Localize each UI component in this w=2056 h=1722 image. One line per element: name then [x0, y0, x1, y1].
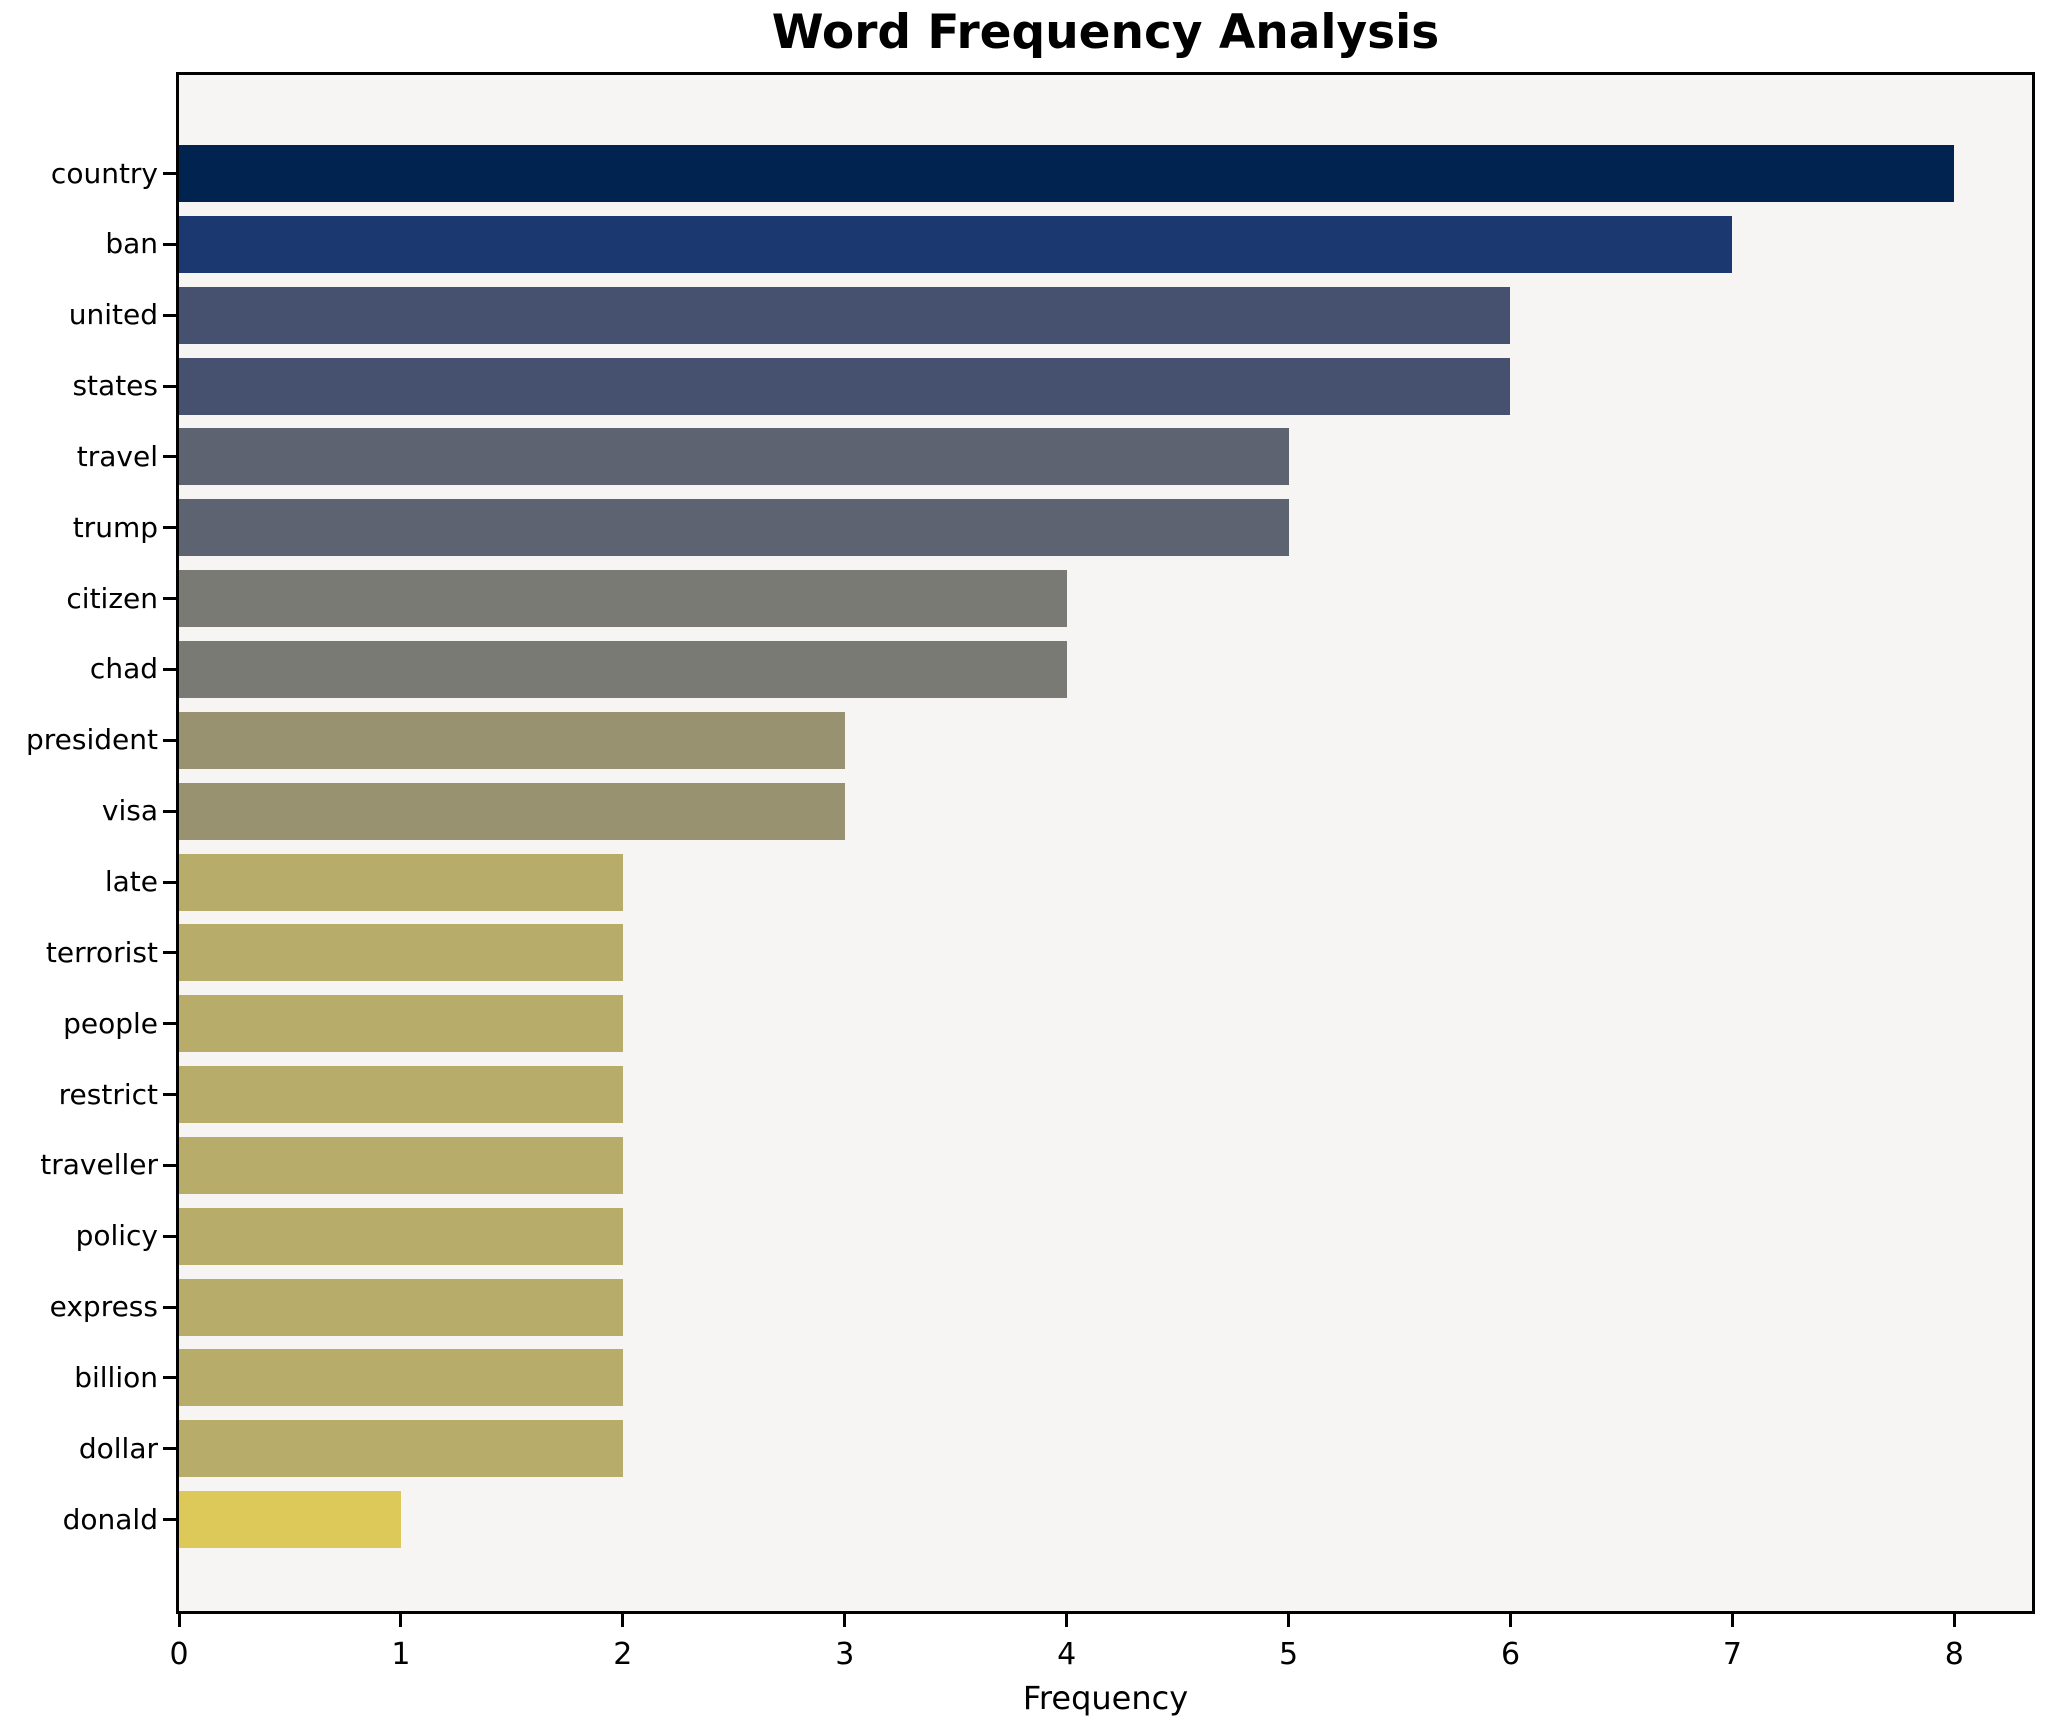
xtick-label-8: 8: [1944, 1637, 1964, 1672]
ytick-label-chad: chad: [89, 652, 158, 686]
bar-people: [179, 995, 623, 1053]
bar-united: [179, 286, 1511, 344]
bar-dollar: [179, 1420, 623, 1478]
ytick-mark-trump: [163, 526, 176, 530]
ytick-mark-citizen: [163, 597, 176, 601]
bar-chad: [179, 640, 1067, 698]
ytick-label-people: people: [63, 1006, 158, 1040]
bar-ban: [179, 215, 1733, 273]
ytick-label-express: express: [49, 1290, 158, 1324]
ytick-mark-billion: [163, 1376, 176, 1380]
xtick-label-6: 6: [1500, 1637, 1521, 1672]
xtick-mark-4: [1065, 1614, 1069, 1627]
ytick-label-country: country: [50, 156, 158, 190]
xtick-mark-0: [177, 1614, 181, 1627]
xtick-label-7: 7: [1722, 1637, 1742, 1672]
ytick-mark-dollar: [163, 1447, 176, 1451]
ytick-label-united: united: [68, 298, 158, 332]
bar-billion: [179, 1349, 623, 1407]
ytick-label-policy: policy: [75, 1219, 158, 1253]
plot-area: [176, 72, 2035, 1614]
ytick-label-visa: visa: [101, 794, 158, 828]
ytick-label-billion: billion: [74, 1360, 158, 1394]
bar-travel: [179, 428, 1289, 486]
chart-title: Word Frequency Analysis: [771, 5, 1440, 60]
ytick-label-citizen: citizen: [66, 581, 158, 615]
ytick-label-travel: travel: [76, 439, 158, 473]
bar-citizen: [179, 570, 1067, 628]
xtick-label-4: 4: [1057, 1637, 1077, 1672]
ytick-mark-late: [163, 880, 176, 884]
ytick-label-traveller: traveller: [40, 1148, 158, 1182]
ytick-label-terrorist: terrorist: [45, 935, 158, 969]
bar-donald: [179, 1491, 401, 1549]
bar-express: [179, 1278, 623, 1336]
xtick-mark-3: [843, 1614, 847, 1627]
xtick-label-5: 5: [1279, 1637, 1299, 1672]
ytick-label-late: late: [104, 865, 158, 898]
bar-traveller: [179, 1136, 623, 1194]
xtick-label-0: 0: [169, 1637, 189, 1672]
ytick-label-ban: ban: [105, 227, 158, 261]
ytick-mark-policy: [163, 1234, 176, 1238]
xtick-mark-1: [399, 1614, 403, 1627]
ytick-label-restrict: restrict: [58, 1077, 158, 1111]
ytick-mark-ban: [163, 242, 176, 246]
bar-policy: [179, 1207, 623, 1265]
bar-terrorist: [179, 924, 623, 982]
ytick-mark-restrict: [163, 1093, 176, 1097]
bar-country: [179, 145, 1955, 202]
ytick-label-states: states: [72, 369, 158, 403]
ytick-mark-travel: [163, 455, 176, 459]
bar-restrict: [179, 1066, 623, 1124]
bar-president: [179, 711, 845, 769]
ytick-label-dollar: dollar: [78, 1431, 158, 1465]
ytick-mark-states: [163, 384, 176, 388]
xtick-mark-7: [1730, 1614, 1734, 1627]
ytick-mark-visa: [163, 809, 176, 813]
ytick-mark-united: [163, 313, 176, 317]
ytick-mark-country: [163, 172, 176, 175]
ytick-label-donald: donald: [62, 1502, 158, 1536]
bar-states: [179, 357, 1511, 415]
xtick-mark-6: [1508, 1614, 1512, 1627]
bar-visa: [179, 782, 845, 840]
x-axis-label: Frequency: [1022, 1679, 1189, 1717]
xtick-label-2: 2: [613, 1637, 633, 1672]
xtick-label-1: 1: [391, 1637, 411, 1672]
bar-trump: [179, 499, 1289, 557]
xtick-mark-8: [1952, 1614, 1956, 1627]
ytick-mark-express: [163, 1305, 176, 1309]
ytick-label-president: president: [26, 723, 158, 757]
xtick-mark-5: [1287, 1614, 1291, 1627]
ytick-mark-president: [163, 738, 176, 742]
ytick-mark-terrorist: [163, 951, 176, 955]
xtick-label-3: 3: [835, 1637, 855, 1672]
ytick-mark-traveller: [163, 1163, 176, 1167]
bar-late: [179, 853, 623, 911]
ytick-mark-donald: [163, 1518, 176, 1522]
ytick-mark-people: [163, 1022, 176, 1026]
ytick-mark-chad: [163, 667, 176, 671]
ytick-label-trump: trump: [72, 510, 158, 544]
xtick-mark-2: [621, 1614, 625, 1627]
